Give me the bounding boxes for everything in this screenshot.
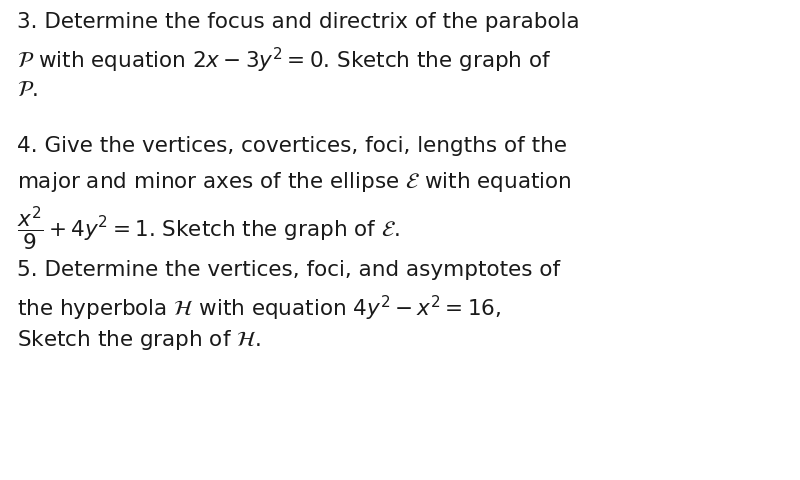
- Text: 3. Determine the focus and directrix of the parabola: 3. Determine the focus and directrix of …: [17, 12, 580, 32]
- Text: $\dfrac{x^2}{9} + 4y^2 = 1$. Sketch the graph of $\mathcal{E}$.: $\dfrac{x^2}{9} + 4y^2 = 1$. Sketch the …: [17, 204, 400, 252]
- Text: 4. Give the vertices, covertices, foci, lengths of the: 4. Give the vertices, covertices, foci, …: [17, 136, 567, 156]
- Text: 5. Determine the vertices, foci, and asymptotes of: 5. Determine the vertices, foci, and asy…: [17, 260, 560, 280]
- Text: $\mathcal{P}$.: $\mathcal{P}$.: [17, 80, 38, 100]
- Text: $\mathcal{P}$ with equation $2x - 3y^2 = 0$. Sketch the graph of: $\mathcal{P}$ with equation $2x - 3y^2 =…: [17, 46, 552, 75]
- Text: Sketch the graph of $\mathcal{H}$.: Sketch the graph of $\mathcal{H}$.: [17, 328, 261, 352]
- Text: major and minor axes of the ellipse $\mathcal{E}$ with equation: major and minor axes of the ellipse $\ma…: [17, 170, 572, 194]
- Text: the hyperbola $\mathcal{H}$ with equation $4y^2 - x^2 = 16$,: the hyperbola $\mathcal{H}$ with equatio…: [17, 294, 502, 323]
